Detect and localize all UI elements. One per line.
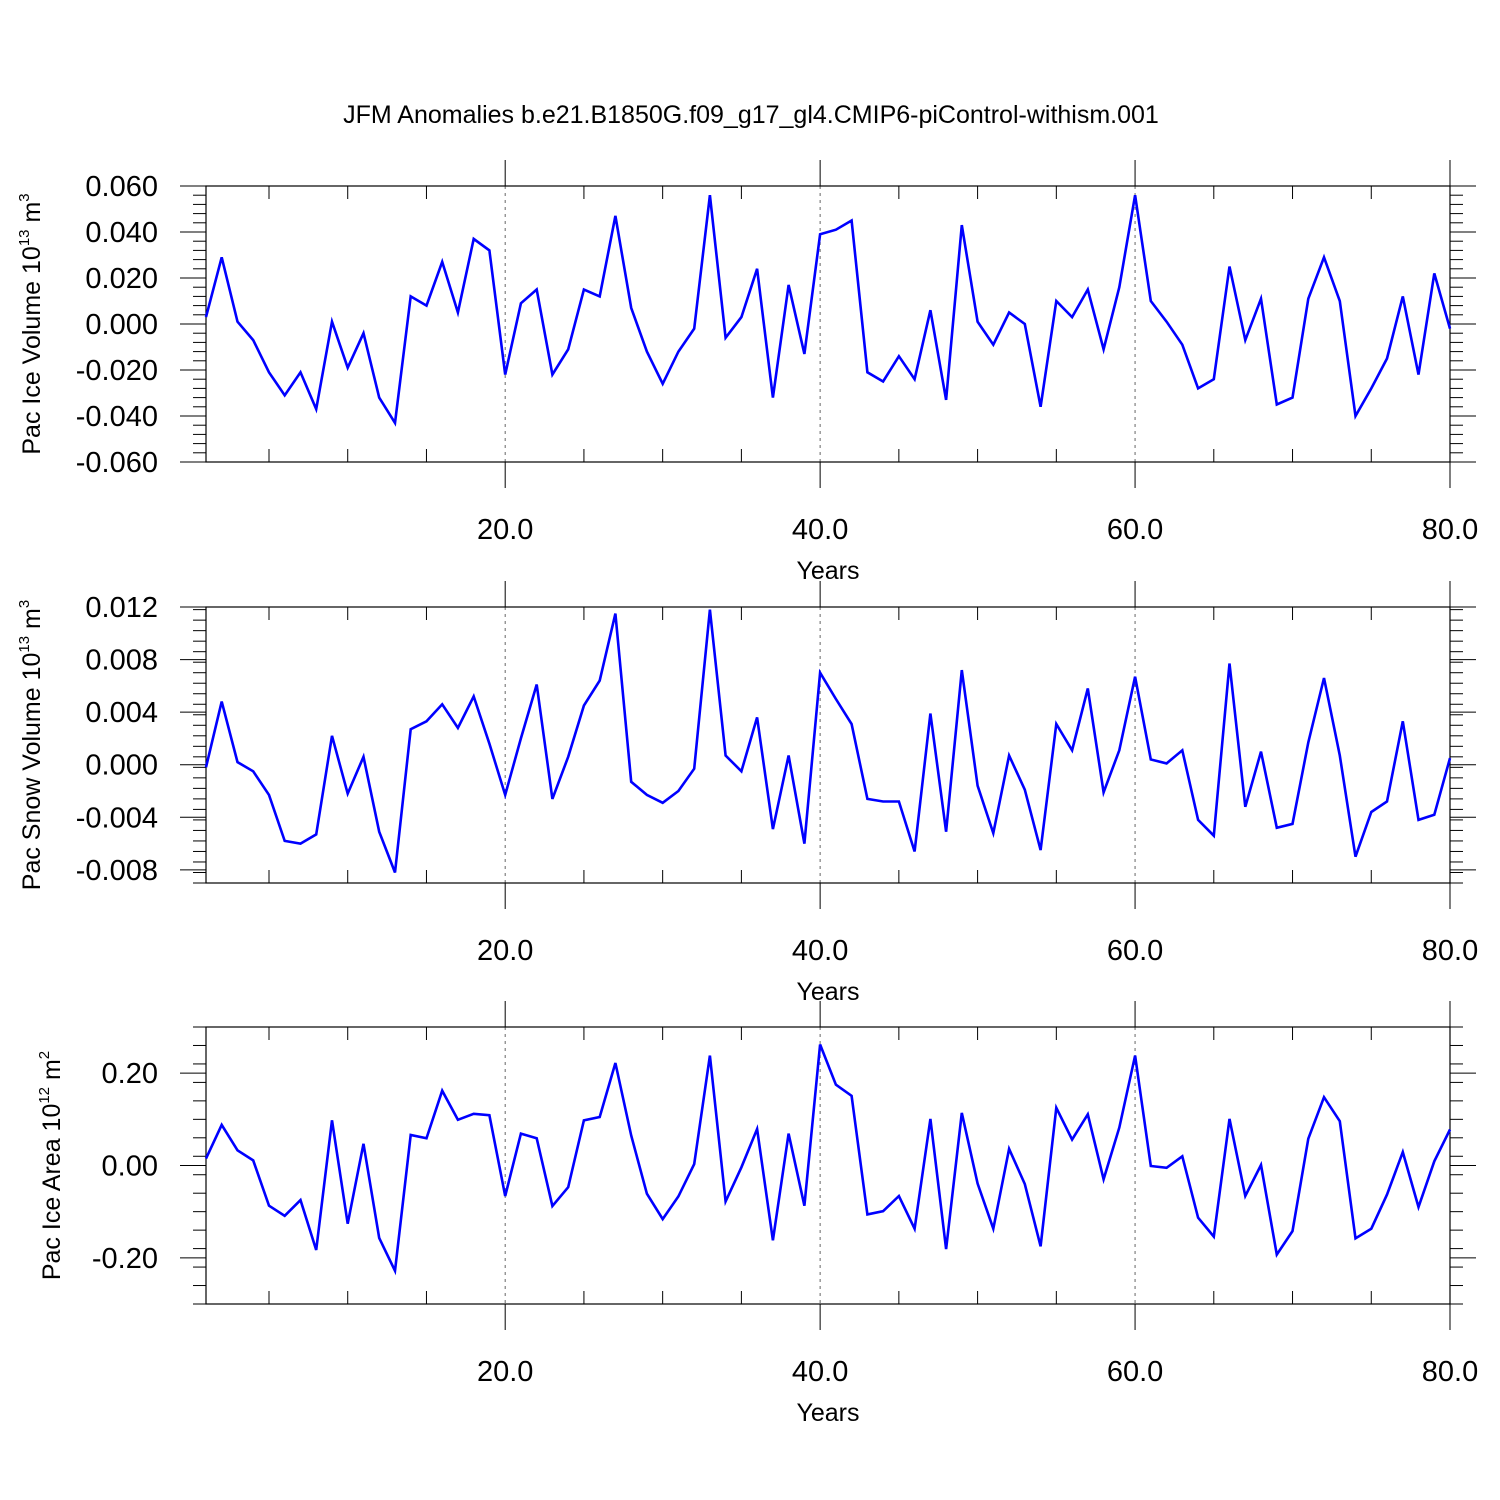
x-tick-label: 80.0 (1422, 935, 1478, 967)
x-tick-label: 80.0 (1422, 514, 1478, 546)
chart-panel-1: -0.060 -0.040 -0.020 0.000 0.020 0.040 0.060 20… (16, 160, 1478, 585)
y-tick-label: -0.060 (76, 447, 158, 479)
series-line (204, 1044, 1452, 1276)
chart-panel-3: -0.20 0.00 0.20 20.0 40.0 60.0 80.0 Years Pac Ic… (36, 1001, 1478, 1427)
y-tick-label: 0.00 (102, 1151, 158, 1183)
x-tick-label: 20.0 (477, 1356, 533, 1388)
y-axis-title: Pac Snow Volume 1013 m3 (16, 600, 46, 890)
series-line (204, 194, 1452, 427)
y-tick-label: 0.012 (85, 592, 158, 624)
chart-panel-2: -0.008 -0.004 0.000 0.004 0.008 0.012 20.0 40.0… (16, 581, 1478, 1006)
y-axis-title: Pac Ice Area 1012 m2 (36, 1051, 66, 1280)
x-axis-title: Years (796, 978, 859, 1006)
x-tick-label: 60.0 (1107, 514, 1163, 546)
x-axis-title: Years (796, 557, 859, 585)
y-axis-title: Pac Ice Volume 1013 m3 (16, 193, 46, 454)
plot-frame (205, 606, 1451, 884)
y-tick-label: 0.004 (85, 697, 158, 729)
x-tick-label: 20.0 (477, 514, 533, 546)
x-tick-label: 40.0 (792, 1356, 848, 1388)
plot-frame (205, 1026, 1451, 1305)
y-tick-label: 0.008 (85, 645, 158, 677)
x-axis-title: Years (796, 1399, 859, 1427)
y-tick-label: -0.020 (76, 355, 158, 387)
y-tick-label: 0.060 (85, 171, 158, 203)
y-tick-label: 0.20 (102, 1058, 158, 1090)
y-tick-label: 0.020 (85, 263, 158, 295)
chart-title: JFM Anomalies b.e21.B1850G.f09_g17_gl4.C… (343, 101, 1159, 129)
x-tick-label: 60.0 (1107, 935, 1163, 967)
y-tick-label: 0.000 (85, 309, 158, 341)
x-tick-label: 60.0 (1107, 1356, 1163, 1388)
y-tick-label: -0.004 (76, 802, 158, 834)
y-tick-label: -0.20 (92, 1243, 158, 1275)
y-tick-label: 0.000 (85, 750, 158, 782)
y-tick-label: -0.008 (76, 855, 158, 887)
series-line (204, 609, 1452, 873)
y-tick-label: 0.040 (85, 217, 158, 249)
x-tick-label: 40.0 (792, 935, 848, 967)
x-tick-label: 20.0 (477, 935, 533, 967)
y-tick-label: -0.040 (76, 401, 158, 433)
x-tick-label: 40.0 (792, 514, 848, 546)
x-tick-label: 80.0 (1422, 1356, 1478, 1388)
